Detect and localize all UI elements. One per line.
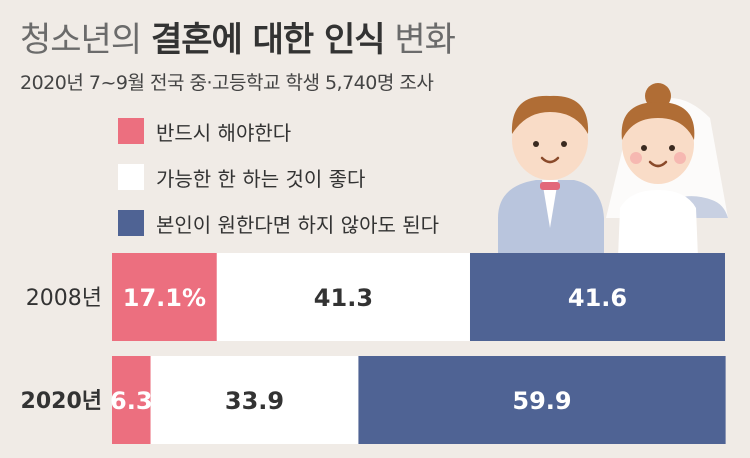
legend: 반드시 해야한다 가능한 한 하는 것이 좋다 본인이 원한다면 하지 않아도 … <box>118 118 439 256</box>
data-label-0-2: 41.6 <box>568 284 627 312</box>
groom-eye-left <box>533 141 539 147</box>
groom-smile <box>540 156 560 164</box>
bow-tie <box>540 182 560 190</box>
legend-label-better: 가능한 한 하는 것이 좋다 <box>156 166 366 191</box>
groom-eye-right <box>561 141 567 147</box>
chart-title: 청소년의 결혼에 대한 인식 변화 <box>20 12 456 61</box>
legend-label-optional: 본인이 원한다면 하지 않아도 된다 <box>156 212 440 237</box>
legend-label-must: 반드시 해야한다 <box>156 120 292 145</box>
bride-dress <box>618 190 698 258</box>
data-label-0-1: 41.3 <box>314 284 373 312</box>
data-label-1-1: 33.9 <box>225 387 284 415</box>
bar-segment-0-1 <box>216 253 470 341</box>
bride-cheek-left <box>630 152 642 164</box>
title-tail: 변화 <box>384 20 456 60</box>
bar-segment-0-2 <box>469 253 725 341</box>
groom-shirt <box>542 180 558 228</box>
groom-hair <box>511 95 589 134</box>
bride-cheek-right <box>674 152 686 164</box>
bar-segment-0-0 <box>112 253 217 341</box>
data-label-0-0: 17.1% <box>123 284 206 312</box>
legend-item-must: 반드시 해야한다 <box>118 118 439 145</box>
bride-eye-right <box>669 145 675 151</box>
groom-face <box>512 100 588 180</box>
bride-smile <box>648 160 668 168</box>
bride-face <box>622 104 694 184</box>
legend-swatch-white <box>118 164 144 190</box>
bar-segment-1-2 <box>358 356 726 444</box>
data-label-1-0: 6.3 <box>110 387 153 415</box>
legend-swatch-navy <box>118 210 144 236</box>
bar-segment-1-0 <box>112 356 151 444</box>
chart-subtitle: 2020년 7~9월 전국 중·고등학교 학생 5,740명 조사 <box>20 72 434 94</box>
bride-hair <box>621 102 695 140</box>
legend-swatch-pink <box>118 118 144 144</box>
category-label-0: 2008년 <box>26 286 102 311</box>
bar-segment-1-1 <box>150 356 359 444</box>
bride-eye-left <box>641 145 647 151</box>
legend-item-optional: 본인이 원한다면 하지 않아도 된다 <box>118 210 440 237</box>
wedding-couple-illustration <box>498 83 728 258</box>
legend-item-better: 가능한 한 하는 것이 좋다 <box>118 164 439 191</box>
category-label-1: 2020년 <box>21 389 102 414</box>
title-normal: 청소년의 <box>20 20 151 60</box>
title-bold: 결혼에 대한 인식 <box>150 20 386 60</box>
data-label-1-2: 59.9 <box>512 387 571 415</box>
